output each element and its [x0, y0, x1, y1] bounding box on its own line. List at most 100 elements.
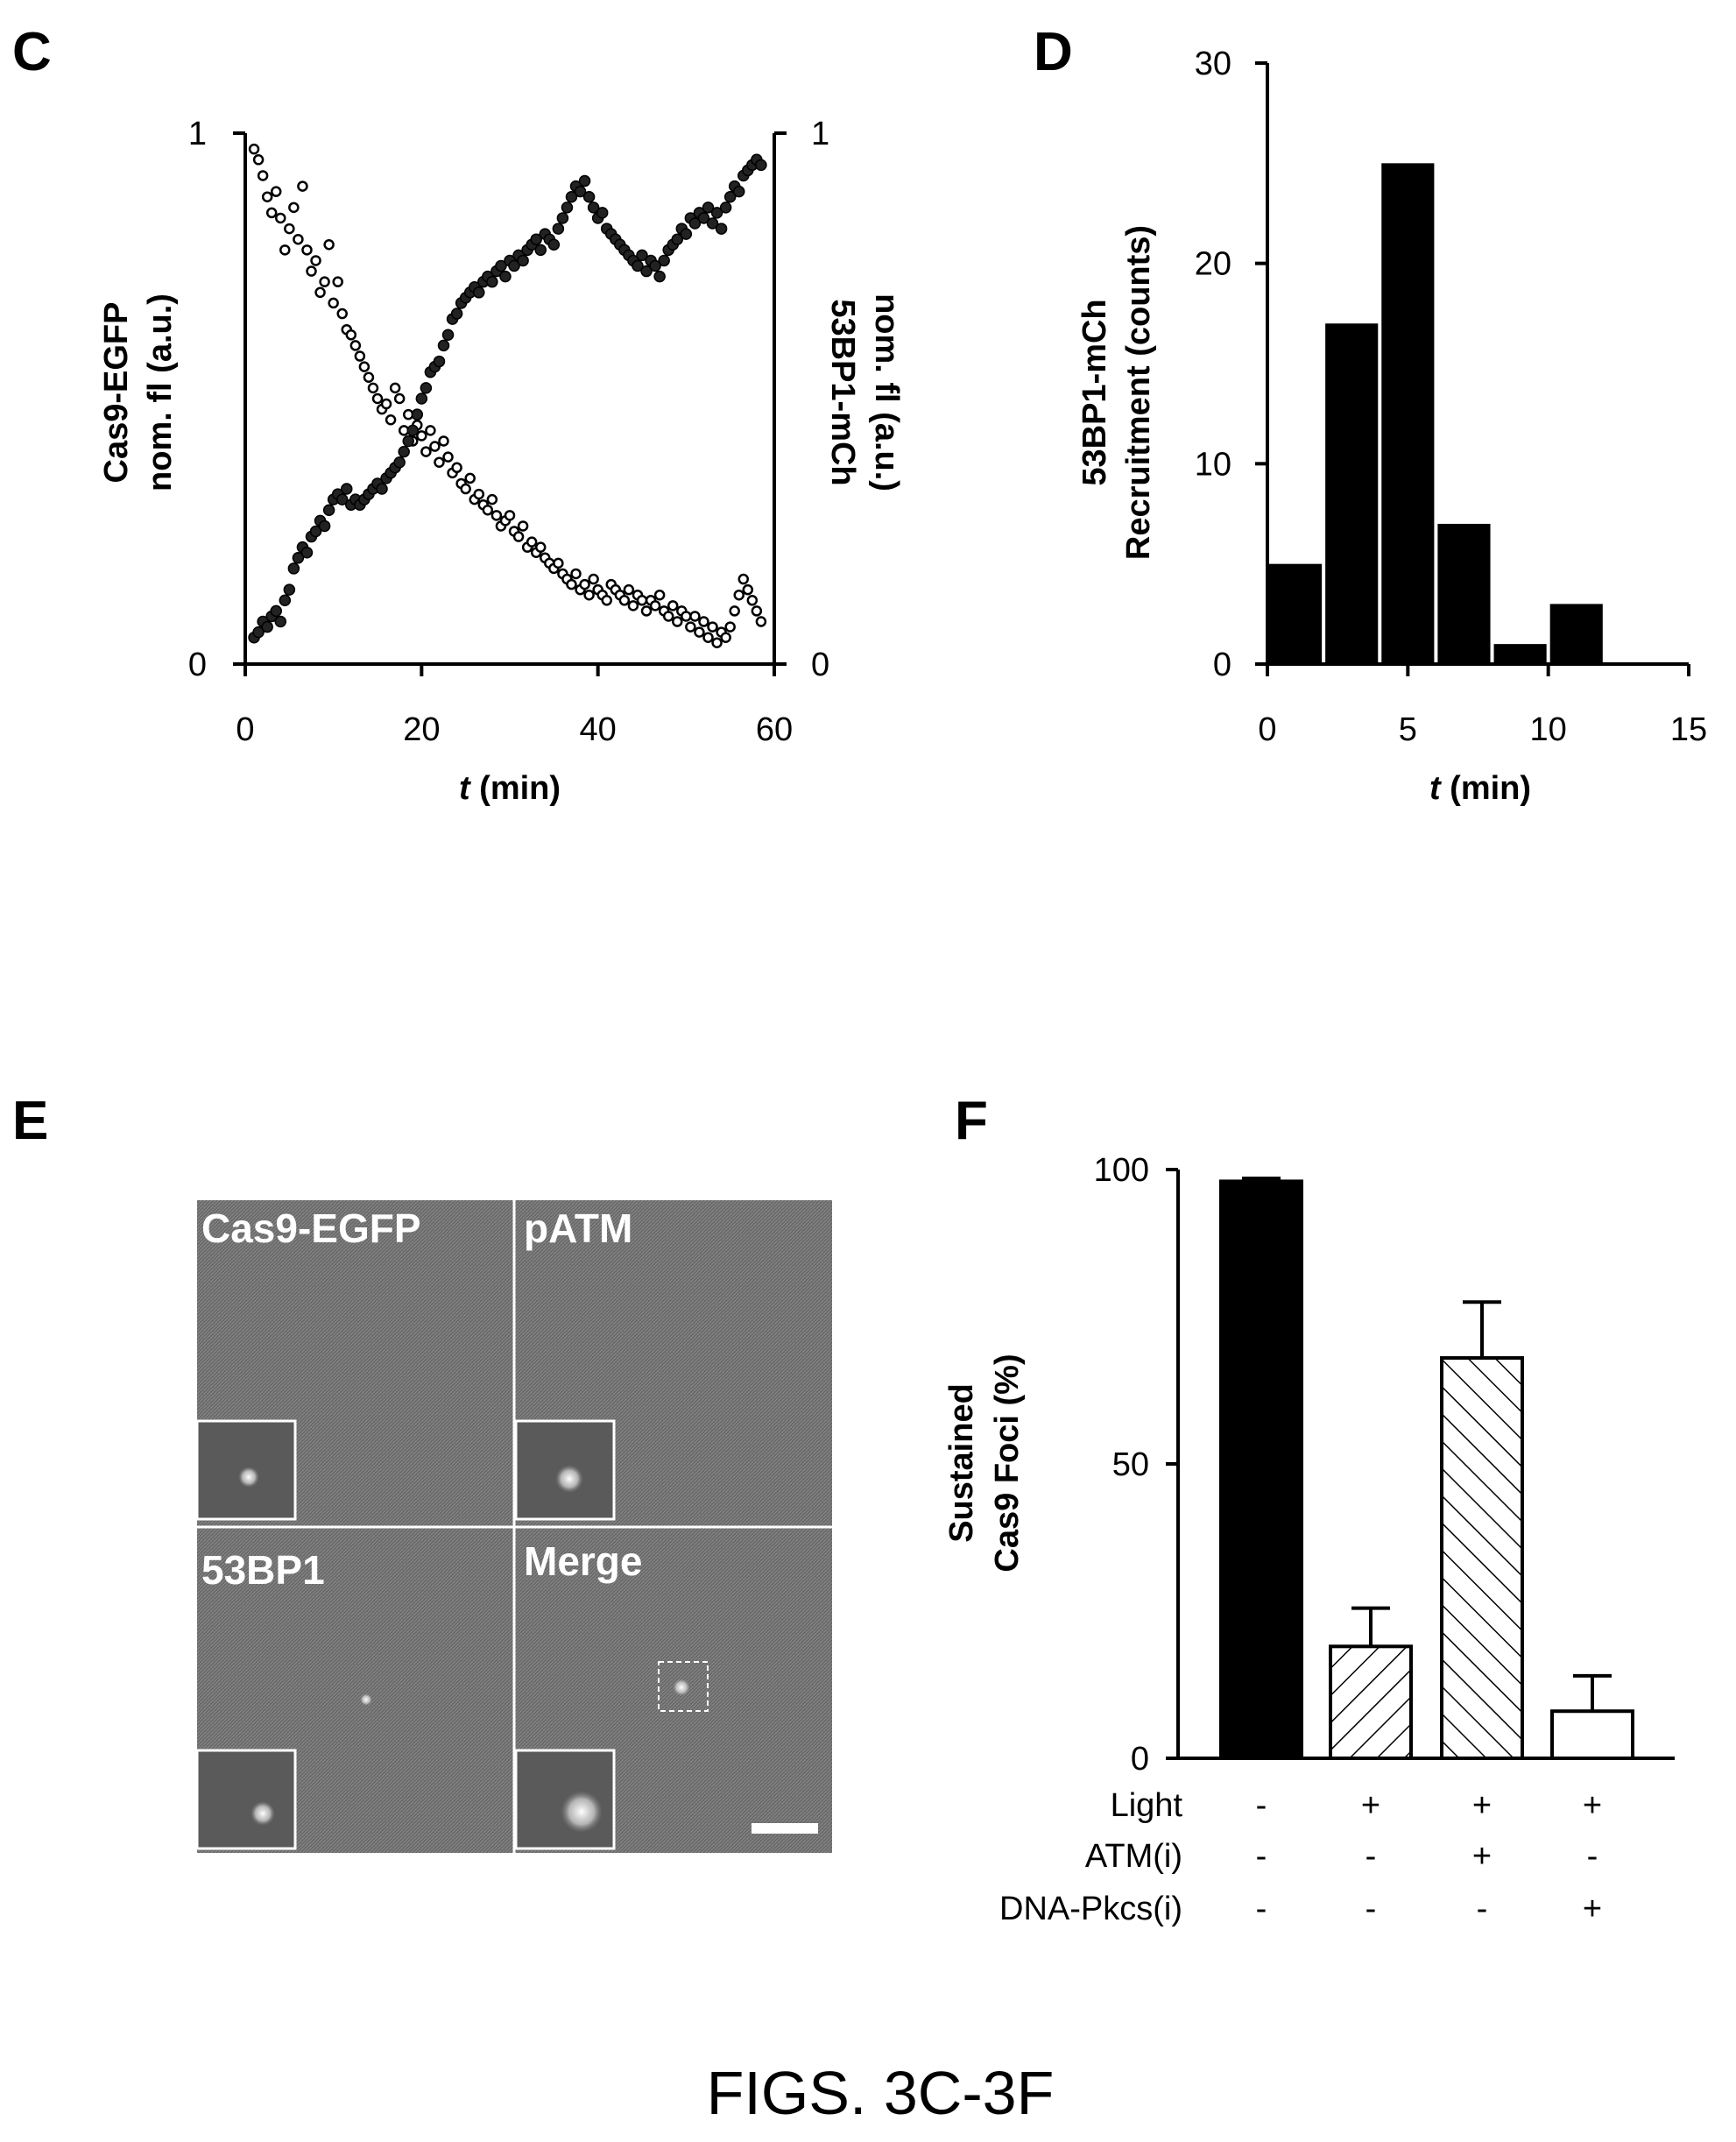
filled-circle-point: [318, 520, 331, 533]
filled-circle-point: [486, 275, 498, 288]
figure-caption: FIGS. 3C-3F: [707, 2059, 1055, 2127]
open-circle-point: [662, 611, 674, 622]
open-circle-point: [566, 578, 577, 590]
focus-spot: [561, 1791, 603, 1833]
open-circle-point: [460, 483, 471, 495]
x-tick-label: 0: [1258, 711, 1276, 748]
open-circle-point: [702, 632, 714, 643]
open-circle-point: [275, 212, 286, 224]
roi-box: [658, 1661, 709, 1712]
open-circle-point: [314, 286, 326, 299]
open-circle-point: [349, 340, 362, 351]
condition-value: -: [1366, 1891, 1377, 1927]
focus-spot: [238, 1467, 259, 1488]
open-circle-point: [328, 297, 339, 309]
panel-c: C 0 20 40 60 0 1 0 1 t (min) Cas9-EGFP nom. fl …: [12, 22, 905, 807]
panel-letter-f: F: [955, 1091, 988, 1151]
open-circle-point: [380, 398, 392, 410]
panel-f: F 0 50 100 Sustained Cas9 Foci (%) Light - +…: [943, 1091, 1675, 1927]
inset-box: [195, 1749, 297, 1850]
open-circle-point: [420, 446, 432, 457]
filled-circle-point: [252, 626, 265, 639]
filled-circle-point: [441, 329, 455, 342]
open-circle-point: [371, 392, 384, 405]
filled-circle-point: [582, 190, 596, 203]
left-y-tick-label: 1: [188, 116, 207, 152]
open-circle-point: [389, 382, 401, 394]
open-circle-point: [438, 435, 449, 447]
filled-circle-point: [530, 233, 542, 245]
bar-marks: [1219, 1177, 1634, 1761]
filled-circle-point: [649, 259, 661, 272]
condition-value: +: [1361, 1787, 1380, 1824]
filled-circle-point: [755, 159, 767, 172]
filled-circle-point: [710, 207, 723, 219]
y-tick-label: 50: [1112, 1446, 1149, 1483]
filled-circle-point: [680, 228, 693, 240]
y-axis-label-line1: 53BP1-mCh: [1076, 299, 1113, 485]
filled-circle-point: [732, 185, 745, 198]
open-circle-point: [526, 536, 538, 548]
filled-circle-point: [261, 620, 273, 633]
open-circle-point: [293, 233, 304, 245]
filled-circle-point: [688, 217, 702, 230]
open-circle-point: [588, 573, 599, 585]
y-axis-label-line2: Recruitment (counts): [1120, 225, 1157, 560]
open-circle-point: [570, 568, 582, 580]
y-tick-label: 10: [1195, 446, 1231, 483]
open-circle-point: [504, 510, 516, 521]
panel-letter-e: E: [12, 1091, 48, 1151]
open-circle-point: [248, 143, 260, 155]
bar: [1219, 1179, 1303, 1760]
y-tick-label: 0: [1213, 647, 1231, 683]
open-circle-point: [724, 621, 736, 633]
histogram-bar: [1549, 604, 1603, 664]
filled-circle-point: [552, 223, 565, 235]
filled-circle-point: [547, 238, 561, 251]
panel-e: E Cas9-EGFP pATM 53BP1 Merge: [12, 1091, 832, 1853]
filled-circle-point: [402, 435, 414, 448]
open-circle-point: [512, 531, 525, 542]
condition-value: -: [1256, 1891, 1267, 1927]
filled-circle-point: [578, 174, 591, 187]
label-53bp1: 53BP1: [201, 1547, 325, 1593]
filled-circle-point: [632, 259, 644, 272]
filled-circle-point: [283, 583, 296, 596]
panel-letter-d: D: [1034, 22, 1073, 82]
open-circle-point: [363, 371, 375, 384]
x-tick-label: 40: [580, 711, 617, 748]
histogram-bar: [1493, 644, 1547, 664]
condition-value: -: [1366, 1838, 1377, 1875]
filled-circle-point: [723, 190, 737, 203]
condition-value: +: [1472, 1787, 1492, 1824]
open-circle-point: [667, 600, 679, 611]
label-merge: Merge: [524, 1538, 642, 1584]
open-circle-point: [252, 154, 265, 166]
open-circle-point: [345, 329, 357, 341]
open-circle-point: [553, 557, 564, 569]
condition-value: -: [1256, 1838, 1267, 1875]
open-circle-point: [301, 244, 313, 256]
open-circle-point: [358, 361, 370, 372]
open-circle-point: [261, 191, 273, 202]
label-cas9-egfp: Cas9-EGFP: [201, 1205, 421, 1251]
x-tick-label: 60: [756, 711, 793, 748]
filled-circle-point: [376, 483, 388, 495]
x-tick-label: 10: [1530, 711, 1567, 748]
open-circle-point: [640, 605, 653, 617]
left-y-label-line1: Cas9-EGFP: [98, 302, 135, 484]
open-circle-point: [623, 583, 635, 596]
open-circle-point: [257, 170, 269, 181]
open-circle-point: [711, 637, 723, 649]
filled-circle-point: [636, 249, 648, 262]
panel-letter-c: C: [12, 22, 52, 82]
filled-circle-point: [335, 493, 349, 505]
filled-circle-point: [706, 217, 719, 230]
filled-circle-point: [495, 259, 507, 272]
x-tick-label: 0: [236, 711, 254, 748]
left-y-label-line2: nom. fl (a.u.): [142, 293, 179, 491]
open-circle-point: [279, 244, 291, 256]
condition-table: Light - + + + ATM(i) - - + - DNA-Pkcs(i) - - - +: [999, 1787, 1602, 1927]
open-circle-point: [689, 611, 701, 622]
label-patm: pATM: [524, 1205, 632, 1251]
